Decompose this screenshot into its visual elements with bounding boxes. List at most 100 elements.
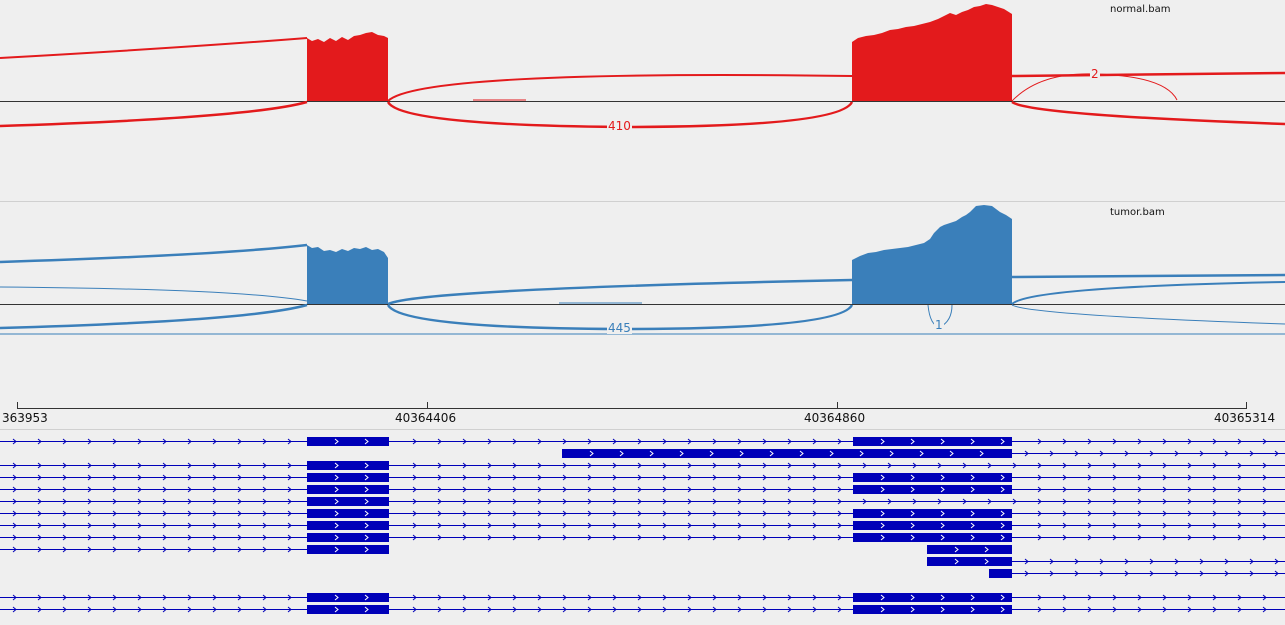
strand-arrow-icon xyxy=(1062,462,1067,469)
transcript-row[interactable] xyxy=(0,593,1285,602)
strand-arrow-icon xyxy=(1124,558,1129,565)
strand-arrow-icon xyxy=(62,510,67,517)
strand-arrow-icon xyxy=(287,522,292,529)
strand-arrow-icon xyxy=(662,474,667,481)
strand-arrow-icon xyxy=(1187,462,1192,469)
strand-arrow-icon xyxy=(587,438,592,445)
strand-arrow-icon xyxy=(12,606,17,613)
strand-arrow-icon xyxy=(984,558,989,565)
strand-arrow-icon xyxy=(262,438,267,445)
strand-arrow-icon xyxy=(37,534,42,541)
strand-arrow-icon xyxy=(562,522,567,529)
exon-block xyxy=(307,485,389,494)
strand-arrow-icon xyxy=(212,534,217,541)
transcript-row[interactable] xyxy=(0,437,1285,446)
ruler-divider xyxy=(0,429,1285,430)
strand-arrow-icon xyxy=(287,462,292,469)
strand-arrow-icon xyxy=(1224,558,1229,565)
strand-arrow-icon xyxy=(1137,606,1142,613)
strand-arrow-icon xyxy=(1062,606,1067,613)
strand-arrow-icon xyxy=(364,438,369,445)
strand-arrow-icon xyxy=(787,510,792,517)
strand-arrow-icon xyxy=(334,522,339,529)
transcript-row[interactable] xyxy=(0,497,1285,506)
strand-arrow-icon xyxy=(287,594,292,601)
strand-arrow-icon xyxy=(87,534,92,541)
strand-arrow-icon xyxy=(979,450,984,457)
strand-arrow-icon xyxy=(962,462,967,469)
exon-block xyxy=(307,521,389,530)
strand-arrow-icon xyxy=(837,438,842,445)
strand-arrow-icon xyxy=(1174,570,1179,577)
strand-arrow-icon xyxy=(1162,438,1167,445)
strand-arrow-icon xyxy=(262,522,267,529)
strand-arrow-icon xyxy=(712,510,717,517)
tumor-track[interactable] xyxy=(0,203,1285,403)
strand-arrow-icon xyxy=(812,474,817,481)
strand-arrow-icon xyxy=(1237,498,1242,505)
strand-arrow-icon xyxy=(1212,486,1217,493)
strand-arrow-icon xyxy=(940,474,945,481)
strand-arrow-icon xyxy=(1262,522,1267,529)
strand-arrow-icon xyxy=(1162,534,1167,541)
strand-arrow-icon xyxy=(637,438,642,445)
strand-arrow-icon xyxy=(712,522,717,529)
strand-arrow-icon xyxy=(1224,450,1229,457)
strand-arrow-icon xyxy=(487,522,492,529)
strand-arrow-icon xyxy=(1137,534,1142,541)
strand-arrow-icon xyxy=(1037,474,1042,481)
strand-arrow-icon xyxy=(412,498,417,505)
strand-arrow-icon xyxy=(1212,498,1217,505)
strand-arrow-icon xyxy=(87,462,92,469)
strand-arrow-icon xyxy=(1112,474,1117,481)
strand-arrow-icon xyxy=(512,486,517,493)
junction-arcs xyxy=(0,243,1285,335)
strand-arrow-icon xyxy=(612,474,617,481)
strand-arrow-icon xyxy=(12,534,17,541)
normal-track[interactable] xyxy=(0,0,1285,200)
strand-arrow-icon xyxy=(1037,606,1042,613)
strand-arrow-icon xyxy=(37,438,42,445)
strand-arrow-icon xyxy=(87,498,92,505)
strand-arrow-icon xyxy=(887,462,892,469)
strand-arrow-icon xyxy=(137,534,142,541)
strand-arrow-icon xyxy=(62,498,67,505)
transcript-row[interactable] xyxy=(0,521,1285,530)
transcript-row[interactable] xyxy=(0,473,1285,482)
strand-arrow-icon xyxy=(1112,498,1117,505)
strand-arrow-icon xyxy=(1137,498,1142,505)
strand-arrow-icon xyxy=(334,510,339,517)
transcript-row[interactable] xyxy=(0,545,1012,554)
transcript-row[interactable] xyxy=(0,485,1285,494)
annotation-track[interactable] xyxy=(0,430,1285,625)
strand-arrow-icon xyxy=(837,606,842,613)
strand-arrow-icon xyxy=(954,546,959,553)
transcript-row[interactable] xyxy=(927,557,1285,566)
strand-arrow-icon xyxy=(1087,474,1092,481)
strand-arrow-icon xyxy=(1024,558,1029,565)
strand-arrow-icon xyxy=(1137,462,1142,469)
strand-arrow-icon xyxy=(262,462,267,469)
strand-arrow-icon xyxy=(837,510,842,517)
strand-arrow-icon xyxy=(910,606,915,613)
strand-arrow-icon xyxy=(1212,534,1217,541)
strand-arrow-icon xyxy=(87,546,92,553)
strand-arrow-icon xyxy=(937,462,942,469)
transcript-row[interactable] xyxy=(989,569,1285,578)
strand-arrow-icon xyxy=(187,606,192,613)
transcript-row[interactable] xyxy=(0,533,1285,542)
transcript-row[interactable] xyxy=(562,449,1285,458)
strand-arrow-icon xyxy=(837,594,842,601)
strand-arrow-icon xyxy=(262,498,267,505)
strand-arrow-icon xyxy=(737,522,742,529)
strand-arrow-icon xyxy=(970,438,975,445)
transcript-row[interactable] xyxy=(0,605,1285,614)
strand-arrow-icon xyxy=(1000,606,1005,613)
strand-arrow-icon xyxy=(1000,522,1005,529)
strand-arrow-icon xyxy=(487,534,492,541)
transcript-row[interactable] xyxy=(0,461,1285,470)
transcript-row[interactable] xyxy=(0,509,1285,518)
strand-arrow-icon xyxy=(787,438,792,445)
strand-arrow-icon xyxy=(212,522,217,529)
